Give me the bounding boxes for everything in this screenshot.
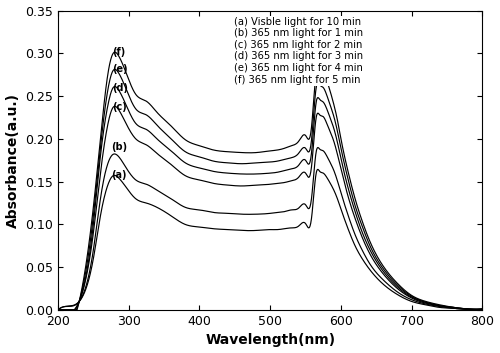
Text: (f): (f) <box>112 47 125 56</box>
Text: (a): (a) <box>111 170 126 180</box>
Text: (e): (e) <box>112 64 128 74</box>
Text: (d): (d) <box>112 83 128 92</box>
Text: (b): (b) <box>111 143 127 152</box>
X-axis label: Wavelength(nm): Wavelength(nm) <box>205 334 336 347</box>
Text: (a) Visble light for 10 min
(b) 365 nm light for 1 min
(c) 365 nm light for 2 mi: (a) Visble light for 10 min (b) 365 nm l… <box>234 17 364 85</box>
Text: (c): (c) <box>112 102 126 112</box>
Y-axis label: Absorbance(a.u.): Absorbance(a.u.) <box>6 93 20 228</box>
